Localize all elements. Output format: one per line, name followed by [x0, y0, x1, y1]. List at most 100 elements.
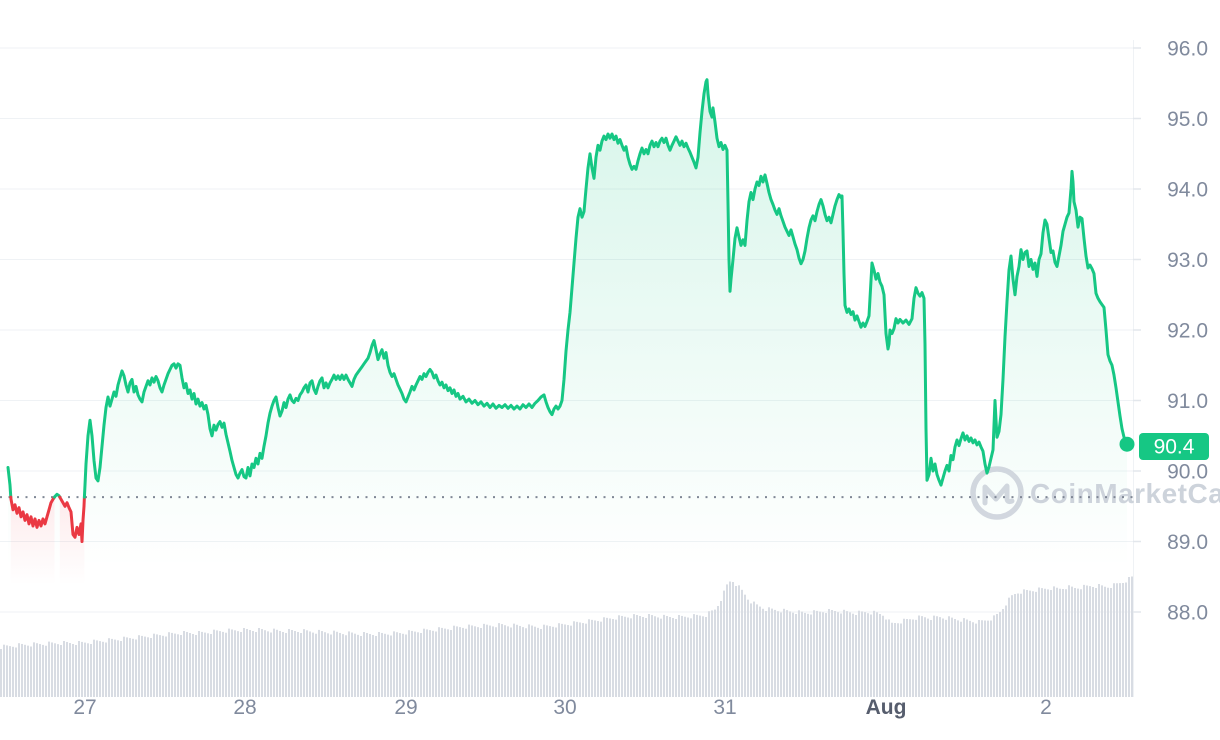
volume-bar [540, 629, 542, 697]
volume-bar [969, 620, 971, 697]
volume-bar [417, 632, 419, 697]
y-axis-label: 90.0 [1167, 461, 1208, 484]
volume-bar [555, 627, 557, 697]
volume-bar [216, 630, 218, 697]
volume-bar [927, 618, 929, 697]
volume-bar [684, 616, 686, 697]
volume-bar [1083, 584, 1085, 697]
volume-bar [174, 633, 176, 697]
volume-bar [195, 635, 197, 697]
volume-bar [1017, 593, 1019, 697]
y-axis-labels: 96.0 95.0 94.0 93.0 92.0 91.0 90.0 89.0 88.0 [1167, 38, 1208, 625]
volume-bar [765, 611, 767, 697]
volume-bar [327, 633, 329, 697]
volume-bar [114, 639, 116, 697]
volume-bar [75, 645, 77, 697]
volume-bar [1077, 588, 1079, 697]
volume-bar [297, 632, 299, 697]
volume-bar [240, 632, 242, 697]
volume-bar [903, 618, 905, 697]
volume-bar [852, 613, 854, 697]
volume-bar [54, 643, 56, 697]
volume-bar [402, 633, 404, 697]
volume-bar [483, 623, 485, 697]
volume-bar [996, 614, 998, 697]
volume-bar [1065, 589, 1067, 697]
volume-bar [39, 644, 41, 697]
volume-bar [699, 615, 701, 697]
volume-bar [822, 612, 824, 697]
y-axis-label: 89.0 [1167, 531, 1208, 554]
volume-bar [747, 599, 749, 697]
y-axis-label: 96.0 [1167, 38, 1208, 61]
volume-bar [192, 634, 194, 697]
volume-bar [270, 632, 272, 697]
volume-bar [72, 644, 74, 697]
volume-bar [678, 615, 680, 697]
volume-bar [246, 629, 248, 697]
volume-bar [738, 585, 740, 697]
volume-bar [429, 630, 431, 697]
volume-bar [288, 629, 290, 697]
volume-bar [399, 633, 401, 697]
volume-bar [495, 627, 497, 697]
volume-bar [1128, 577, 1130, 697]
volume-bar [993, 615, 995, 697]
volume-bar [861, 611, 863, 697]
volume-bar [96, 640, 98, 697]
volume-bar [99, 641, 101, 697]
volume-bar [831, 610, 833, 697]
volume-bar [426, 629, 428, 697]
volume-bar [408, 630, 410, 697]
volume-bar [0, 649, 2, 697]
volume-bar [888, 619, 890, 697]
price-line [6, 78, 1129, 543]
volume-bar [1059, 588, 1061, 697]
volume-bar [84, 642, 86, 697]
volume-bar [972, 622, 974, 697]
volume-bar [990, 620, 992, 697]
volume-bar [1026, 590, 1028, 697]
volume-bar [561, 623, 563, 697]
volume-bar [957, 620, 959, 697]
volume-bar [420, 633, 422, 697]
volume-bar [948, 616, 950, 697]
volume-bar [663, 614, 665, 697]
volume-bar [1101, 585, 1103, 697]
volume-bar [294, 631, 296, 697]
chart-plot-hover-area[interactable] [0, 0, 1133, 697]
volume-bar [360, 636, 362, 697]
volume-bar [273, 628, 275, 697]
volume-bar [393, 631, 395, 697]
volume-bar [267, 631, 269, 697]
volume-bar [933, 615, 935, 697]
volume-bar [693, 614, 695, 697]
volume-bar [438, 627, 440, 697]
volume-bar [6, 645, 8, 697]
volume-bar [780, 612, 782, 697]
volume-bar [366, 633, 368, 697]
volume-bar [777, 611, 779, 697]
volume-bar [816, 610, 818, 697]
volume-bar [801, 611, 803, 697]
volume-bar [966, 619, 968, 697]
volume-bar [168, 632, 170, 697]
current-price-label: 90.4 [1154, 436, 1195, 459]
volume-bar [459, 627, 461, 697]
volume-bar [42, 644, 44, 697]
volume-bar [390, 635, 392, 697]
volume-bar [537, 627, 539, 697]
volume-bar [1131, 576, 1133, 697]
area-fill-up [84, 79, 1127, 588]
volume-bar [825, 613, 827, 697]
volume-bar [309, 631, 311, 697]
volume-bar [612, 619, 614, 697]
volume-bar [570, 625, 572, 697]
volume-bar [159, 635, 161, 697]
x-axis-label: 28 [233, 696, 256, 719]
volume-bar [1113, 583, 1115, 697]
volume-bar [597, 621, 599, 697]
volume-bar [93, 639, 95, 697]
price-line-up-segment [6, 466, 13, 499]
volume-bar [675, 619, 677, 697]
